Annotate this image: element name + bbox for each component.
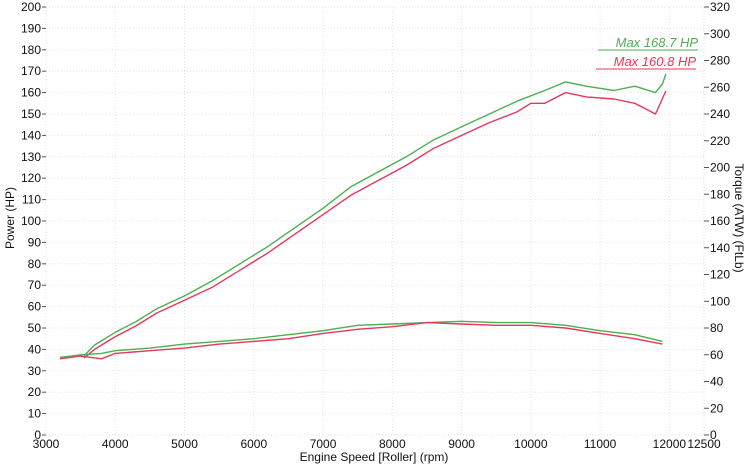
y-left-tick-label: 160 bbox=[21, 86, 41, 100]
y-right-tick-label: 140 bbox=[710, 241, 730, 255]
max-power-red-label: Max 160.8 HP bbox=[614, 54, 697, 69]
y-left-tick-label: 40 bbox=[28, 342, 42, 356]
y-left-tick-label: 150 bbox=[21, 107, 41, 121]
y-right-tick-label: 0 bbox=[710, 428, 717, 442]
y-left-tick-label: 140 bbox=[21, 128, 41, 142]
y-right-tick-label: 100 bbox=[710, 294, 730, 308]
y-left-tick-label: 180 bbox=[21, 43, 41, 57]
y-right-tick-label: 320 bbox=[710, 0, 730, 14]
y-right-tick-label: 200 bbox=[710, 161, 730, 175]
x-tick-label: 3000 bbox=[33, 437, 60, 451]
y-right-tick-label: 20 bbox=[710, 401, 724, 415]
y-right-tick-label: 80 bbox=[710, 321, 724, 335]
x-tick-label: 5000 bbox=[171, 437, 198, 451]
y-right-tick-label: 60 bbox=[710, 348, 724, 362]
torque-curve-green bbox=[59, 320, 663, 359]
y-axis-left-title: Power (HP) bbox=[3, 187, 17, 249]
y-left-tick-label: 60 bbox=[28, 300, 42, 314]
max-power-green-label: Max 168.7 HP bbox=[616, 35, 699, 50]
y-right-tick-label: 220 bbox=[710, 134, 730, 148]
power-curve-red bbox=[83, 90, 667, 359]
y-axis-right-title: Torque (ATW) (FtLb) bbox=[732, 163, 746, 272]
y-left-tick-label: 170 bbox=[21, 64, 41, 78]
y-left-tick-label: 70 bbox=[28, 278, 42, 292]
x-axis-title: Engine Speed [Roller] (rpm) bbox=[300, 450, 449, 464]
y-left-tick-label: 200 bbox=[21, 0, 41, 14]
x-tick-label: 11000 bbox=[584, 437, 617, 451]
series-layer bbox=[59, 73, 667, 360]
y-left-tick-label: 90 bbox=[28, 235, 42, 249]
x-tick-label: 9000 bbox=[448, 437, 475, 451]
x-tick-label: 7000 bbox=[310, 437, 337, 451]
x-tick-label: 10000 bbox=[514, 437, 548, 451]
x-tick-label: 8000 bbox=[379, 437, 406, 451]
y-right-tick-label: 180 bbox=[710, 187, 730, 201]
x-tick-label: 4000 bbox=[102, 437, 129, 451]
x-tick-label: 12000 bbox=[653, 437, 687, 451]
y-right-tick-label: 280 bbox=[710, 54, 730, 68]
y-left-tick-label: 50 bbox=[28, 321, 42, 335]
y-right-tick-label: 160 bbox=[710, 214, 730, 228]
y-right-tick-label: 120 bbox=[710, 268, 730, 282]
y-left-tick-label: 0 bbox=[34, 428, 41, 442]
x-tick-label: 6000 bbox=[240, 437, 267, 451]
y-left-tick-label: 30 bbox=[28, 364, 42, 378]
y-right-tick-label: 40 bbox=[710, 375, 724, 389]
tick-layer: 3000 4000 5000 6000 7000 8000 9000 10000 11000 12… bbox=[21, 0, 730, 451]
y-left-tick-label: 190 bbox=[21, 21, 41, 35]
y-right-tick-label: 260 bbox=[710, 80, 730, 94]
y-left-tick-label: 80 bbox=[28, 257, 42, 271]
y-left-tick-label: 130 bbox=[21, 150, 41, 164]
torque-curve-red bbox=[59, 321, 663, 360]
y-left-tick-label: 120 bbox=[21, 171, 41, 185]
y-left-tick-label: 20 bbox=[28, 385, 42, 399]
y-right-tick-label: 300 bbox=[710, 27, 730, 41]
y-left-tick-label: 110 bbox=[22, 193, 41, 207]
power-curve-green bbox=[83, 73, 667, 357]
y-left-tick-label: 100 bbox=[21, 214, 41, 228]
y-right-tick-label: 240 bbox=[710, 107, 730, 121]
y-left-tick-label: 10 bbox=[28, 407, 42, 421]
x-tick-label: 12500 bbox=[687, 437, 721, 451]
